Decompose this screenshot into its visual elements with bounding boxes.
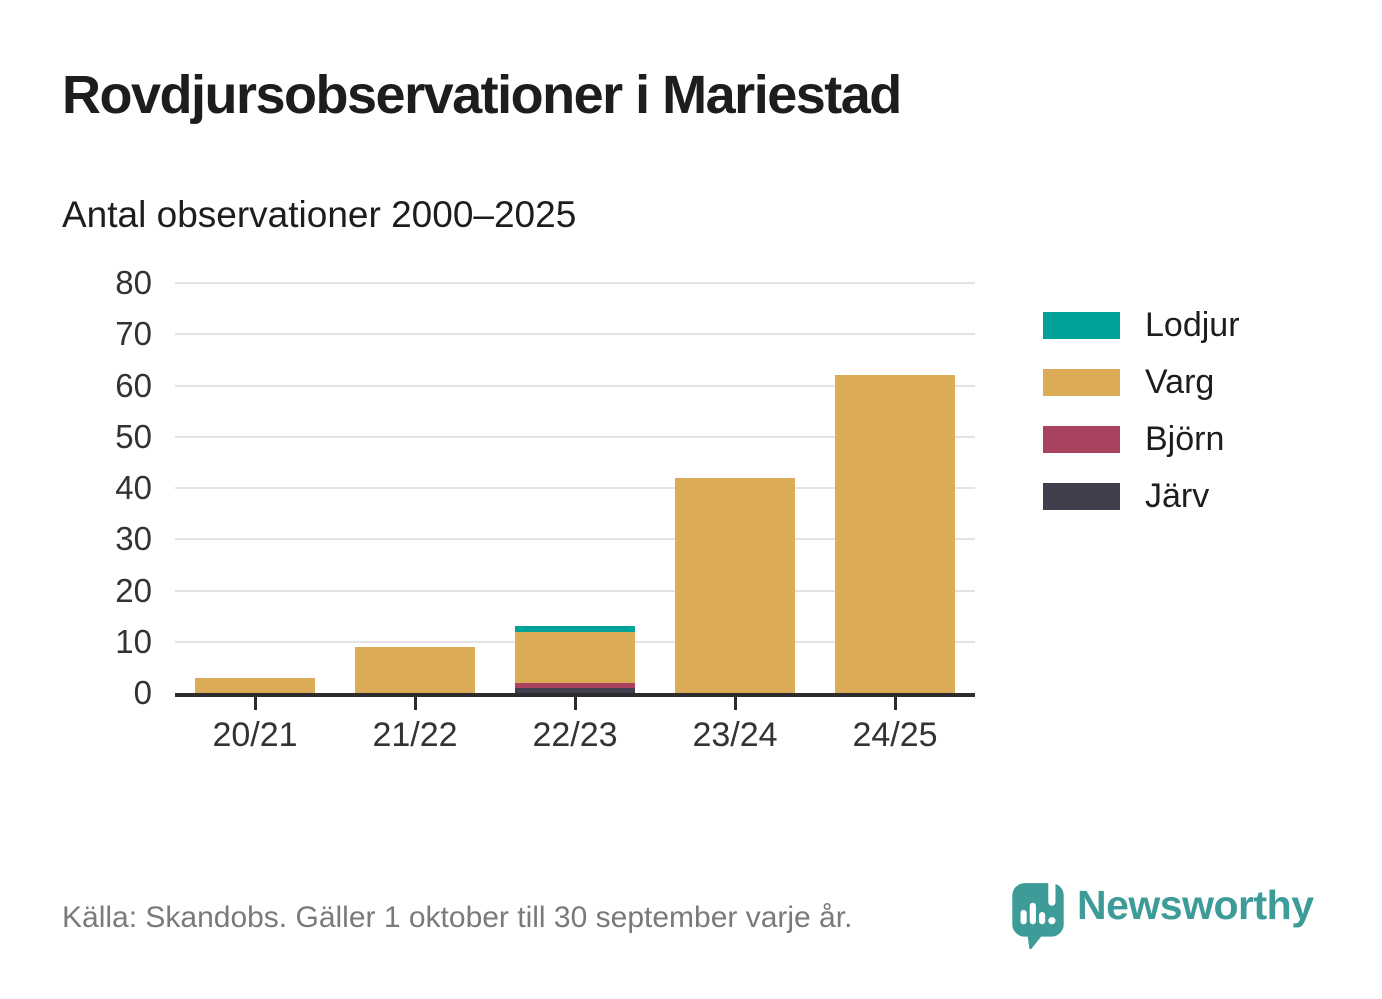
legend-label-Järv: Järv <box>1145 477 1210 515</box>
chart-subtitle: Antal observationer 2000–2025 <box>62 194 577 235</box>
legend-row-Björn: Björn <box>1043 420 1240 458</box>
bar-20/21 <box>195 677 315 693</box>
bar-22/23 <box>515 626 635 693</box>
bar-segment-23/24-Varg <box>675 477 795 693</box>
chart-title: Rovdjursobservationer i Mariestad <box>62 65 902 125</box>
y-tick-label-10: 10 <box>115 622 152 660</box>
bar-segment-20/21-Varg <box>195 677 315 693</box>
legend-label-Lodjur: Lodjur <box>1145 306 1240 344</box>
y-tick-label-60: 60 <box>115 366 152 404</box>
x-tick-23/24 <box>733 697 737 710</box>
y-tick-label-80: 80 <box>115 264 152 301</box>
bar-segment-22/23-Lodjur <box>515 626 635 632</box>
legend-swatch-Varg <box>1043 369 1120 396</box>
brand-wordmark: Newsworthy <box>1077 882 1314 928</box>
gridline-30 <box>175 538 975 541</box>
legend-swatch-Järv <box>1043 483 1120 510</box>
legend-row-Järv: Järv <box>1043 477 1240 515</box>
legend-row-Lodjur: Lodjur <box>1043 306 1240 344</box>
x-tick-20/21 <box>253 697 257 710</box>
y-tick-label-30: 30 <box>115 520 152 558</box>
y-tick-label-70: 70 <box>115 315 152 353</box>
gridline-20 <box>175 589 975 592</box>
bar-segment-24/25-Varg <box>835 375 955 693</box>
speech-bubble-shape <box>1012 883 1064 952</box>
gridline-60 <box>175 384 975 387</box>
x-tick-24/25 <box>893 697 897 710</box>
bar-segment-22/23-Varg <box>515 631 635 683</box>
x-tick-21/22 <box>413 697 417 710</box>
y-tick-label-0: 0 <box>133 674 152 711</box>
legend-swatch-Lodjur <box>1043 312 1120 339</box>
bar-segment-21/22-Varg <box>355 646 475 693</box>
x-tick-label-22/23: 22/23 <box>532 716 618 754</box>
x-tick-22/23 <box>573 697 577 710</box>
y-tick-label-50: 50 <box>115 417 152 455</box>
legend-label-Björn: Björn <box>1145 420 1225 458</box>
bar-segment-22/23-Björn <box>515 682 635 688</box>
gridline-80 <box>175 282 975 284</box>
x-tick-label-24/25: 24/25 <box>852 716 938 754</box>
x-tick-label-20/21: 20/21 <box>212 716 298 754</box>
legend-row-Varg: Varg <box>1043 363 1240 401</box>
legend: Lodjur Varg Björn Järv <box>1043 306 1240 515</box>
source-note: Källa: Skandobs. Gäller 1 oktober till 3… <box>62 901 853 934</box>
x-tick-label-23/24: 23/24 <box>692 716 778 754</box>
y-tick-label-40: 40 <box>115 469 152 506</box>
gridline-50 <box>175 435 975 438</box>
plot-area <box>175 282 975 697</box>
bar-segment-22/23-Järv <box>515 687 635 693</box>
gridline-70 <box>175 333 975 336</box>
bar-24/25 <box>835 375 955 693</box>
legend-label-Varg: Varg <box>1145 363 1215 401</box>
bar-21/22 <box>355 646 475 693</box>
newsworthy-logo-icon <box>1012 877 1064 954</box>
brand-lockup: Newsworthy <box>1012 877 1314 954</box>
legend-swatch-Björn <box>1043 426 1120 453</box>
gridline-40 <box>175 487 975 489</box>
y-tick-label-20: 20 <box>115 571 152 609</box>
bar-23/24 <box>675 477 795 693</box>
x-tick-label-21/22: 21/22 <box>372 716 458 754</box>
